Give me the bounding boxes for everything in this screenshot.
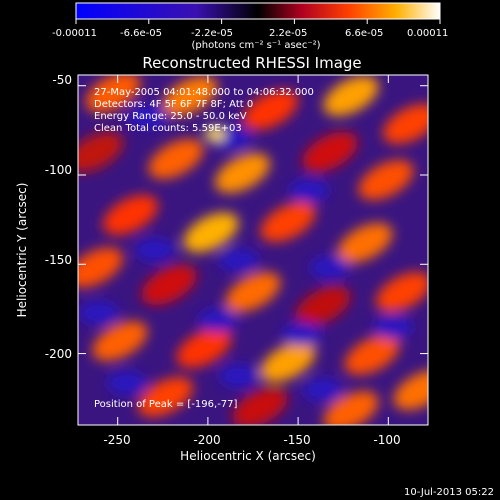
negative-blob (289, 178, 329, 203)
peak-spot (205, 125, 226, 142)
x-axis-label: Heliocentric X (arcsec) (180, 449, 316, 463)
annotation-detectors: Detectors: 4F 5F 6F 7F 8F; Att 0 (94, 99, 253, 110)
annotation-peak-position: Position of Peak = [-196,-77] (94, 399, 238, 410)
negative-blob (373, 315, 413, 339)
colorbar-tick-label: -2.2e-05 (191, 28, 233, 39)
emission-blob (337, 223, 393, 263)
emission-blob (382, 104, 428, 144)
plot-frame (77, 74, 429, 426)
emission-blob (176, 328, 232, 368)
emission-blob (162, 76, 218, 116)
negative-blob (135, 238, 175, 262)
negative-blob (107, 371, 147, 395)
emission-blob (85, 75, 141, 113)
emission-blob (141, 265, 197, 305)
footer-timestamp: 10-Jul-2013 05:22 (404, 487, 494, 498)
colorbar-tick-label: -6.6e-05 (120, 28, 162, 39)
x-tick-label: -200 (193, 433, 220, 447)
chart-title: Reconstructed RHESSI Image (142, 54, 361, 72)
emission-blob (92, 321, 148, 361)
negative-blob (79, 301, 119, 325)
emission-blob (375, 272, 428, 312)
negative-blob (198, 308, 238, 332)
negative-blob (282, 322, 322, 346)
y-tick-label: -200 (45, 347, 72, 361)
y-tick-label: -50 (52, 73, 72, 87)
emission-blob (242, 90, 299, 130)
emission-blob (225, 272, 281, 312)
heatmap-image (78, 75, 428, 425)
axis-ticks (78, 75, 428, 425)
emission-blob (137, 377, 194, 417)
emission-blob (260, 202, 316, 242)
emission-blob (78, 132, 124, 172)
emission-blob (183, 212, 239, 253)
emission-blob (358, 160, 414, 200)
colorbar-tick-label: 6.6e-05 (345, 28, 383, 39)
colorbar (75, 2, 441, 20)
emission-blob (344, 335, 400, 375)
emission-blob (78, 247, 124, 288)
emission-blob (102, 195, 159, 235)
emission-blob (323, 76, 379, 116)
negative-blob (219, 364, 259, 388)
annotation-energy: Energy Range: 25.0 - 50.0 keV (94, 111, 247, 122)
emission-blob (260, 342, 316, 382)
emission-blob (295, 286, 351, 326)
emission-blob (148, 139, 204, 179)
colorbar-ticks (75, 19, 441, 24)
y-axis-label: Heliocentric Y (arcsec) (15, 183, 29, 318)
x-tick-label: -250 (103, 433, 130, 447)
colorbar-unit-label: (photons cm⁻² s⁻¹ asec⁻²) (191, 40, 320, 51)
negative-blob (219, 248, 259, 273)
emission-blob (232, 387, 288, 425)
y-tick-label: -100 (45, 163, 72, 177)
emission-blob (214, 153, 271, 193)
x-tick-label: -100 (373, 433, 400, 447)
emission-blob (302, 132, 358, 172)
negative-blob (310, 255, 350, 280)
negative-blob (303, 378, 343, 402)
colorbar-tick-label: 0.00011 (407, 28, 448, 39)
colorbar-tick-label: 2.2e-05 (269, 28, 307, 39)
negative-blob (128, 105, 168, 129)
annotation-time-range: 27-May-2005 04:01:48.000 to 04:06:32.000 (94, 87, 314, 98)
emission-blob (323, 391, 379, 425)
annotation-clean: Clean Total counts: 5.59E+03 (94, 123, 242, 134)
colorbar-tick-label: -0.00011 (52, 28, 97, 39)
x-tick-label: -150 (283, 433, 310, 447)
y-tick-label: -150 (45, 253, 72, 267)
emission-blob (393, 370, 428, 410)
